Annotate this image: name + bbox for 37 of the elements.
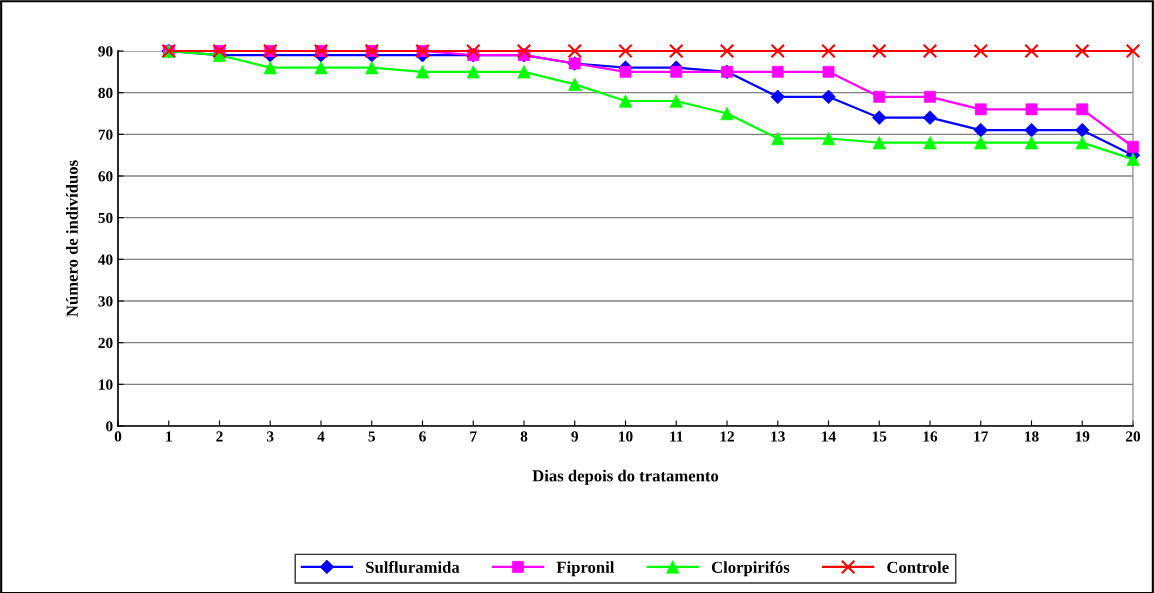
y-tick-label: 10 — [99, 379, 113, 390]
y-tick-label: 70 — [98, 129, 113, 140]
y-axis-title: Número de indivíduos — [66, 160, 78, 317]
x-tick-label: 13 — [771, 431, 785, 442]
x-tick-label: 3 — [267, 431, 274, 442]
x-tick-label: 9 — [571, 431, 579, 442]
x-tick-label: 17 — [974, 431, 989, 442]
x-tick-label: 15 — [872, 431, 887, 442]
x-tick-label: 7 — [470, 431, 477, 442]
x-tick-label: 16 — [923, 431, 938, 442]
y-tick-label: 20 — [98, 337, 113, 349]
x-tick-label: 6 — [419, 431, 426, 442]
x-tick-label: 12 — [720, 431, 734, 442]
y-tick-label: 50 — [98, 212, 113, 224]
x-tick-label: 0 — [114, 431, 122, 442]
y-tick-label: 30 — [98, 296, 113, 307]
y-tick-label: 80 — [98, 87, 113, 99]
y-tick-label: 60 — [98, 171, 113, 182]
legend-label: Controle — [887, 561, 949, 573]
x-tick-label: 8 — [520, 431, 528, 442]
x-tick-label: 20 — [1126, 431, 1141, 442]
x-tick-label: 10 — [619, 431, 633, 442]
legend-label: Fipronil — [556, 561, 615, 577]
y-tick-label: 0 — [106, 421, 113, 432]
y-tick-label: 40 — [98, 254, 113, 265]
x-tick-label: 19 — [1075, 431, 1090, 442]
legend-label: Clorpirifós — [711, 561, 790, 577]
x-tick-label: 11 — [670, 431, 683, 442]
x-tick-label: 2 — [216, 431, 223, 442]
x-tick-label: 18 — [1025, 431, 1039, 442]
x-tick-label: 4 — [317, 431, 325, 442]
x-tick-label: 1 — [166, 431, 172, 442]
legend-label: Sulfluramida — [366, 561, 460, 573]
x-tick-label: 5 — [368, 431, 376, 442]
x-axis-title: Dias depois do tratamento — [532, 469, 719, 485]
y-tick-label: 90 — [98, 46, 113, 57]
x-tick-label: 14 — [822, 431, 836, 442]
